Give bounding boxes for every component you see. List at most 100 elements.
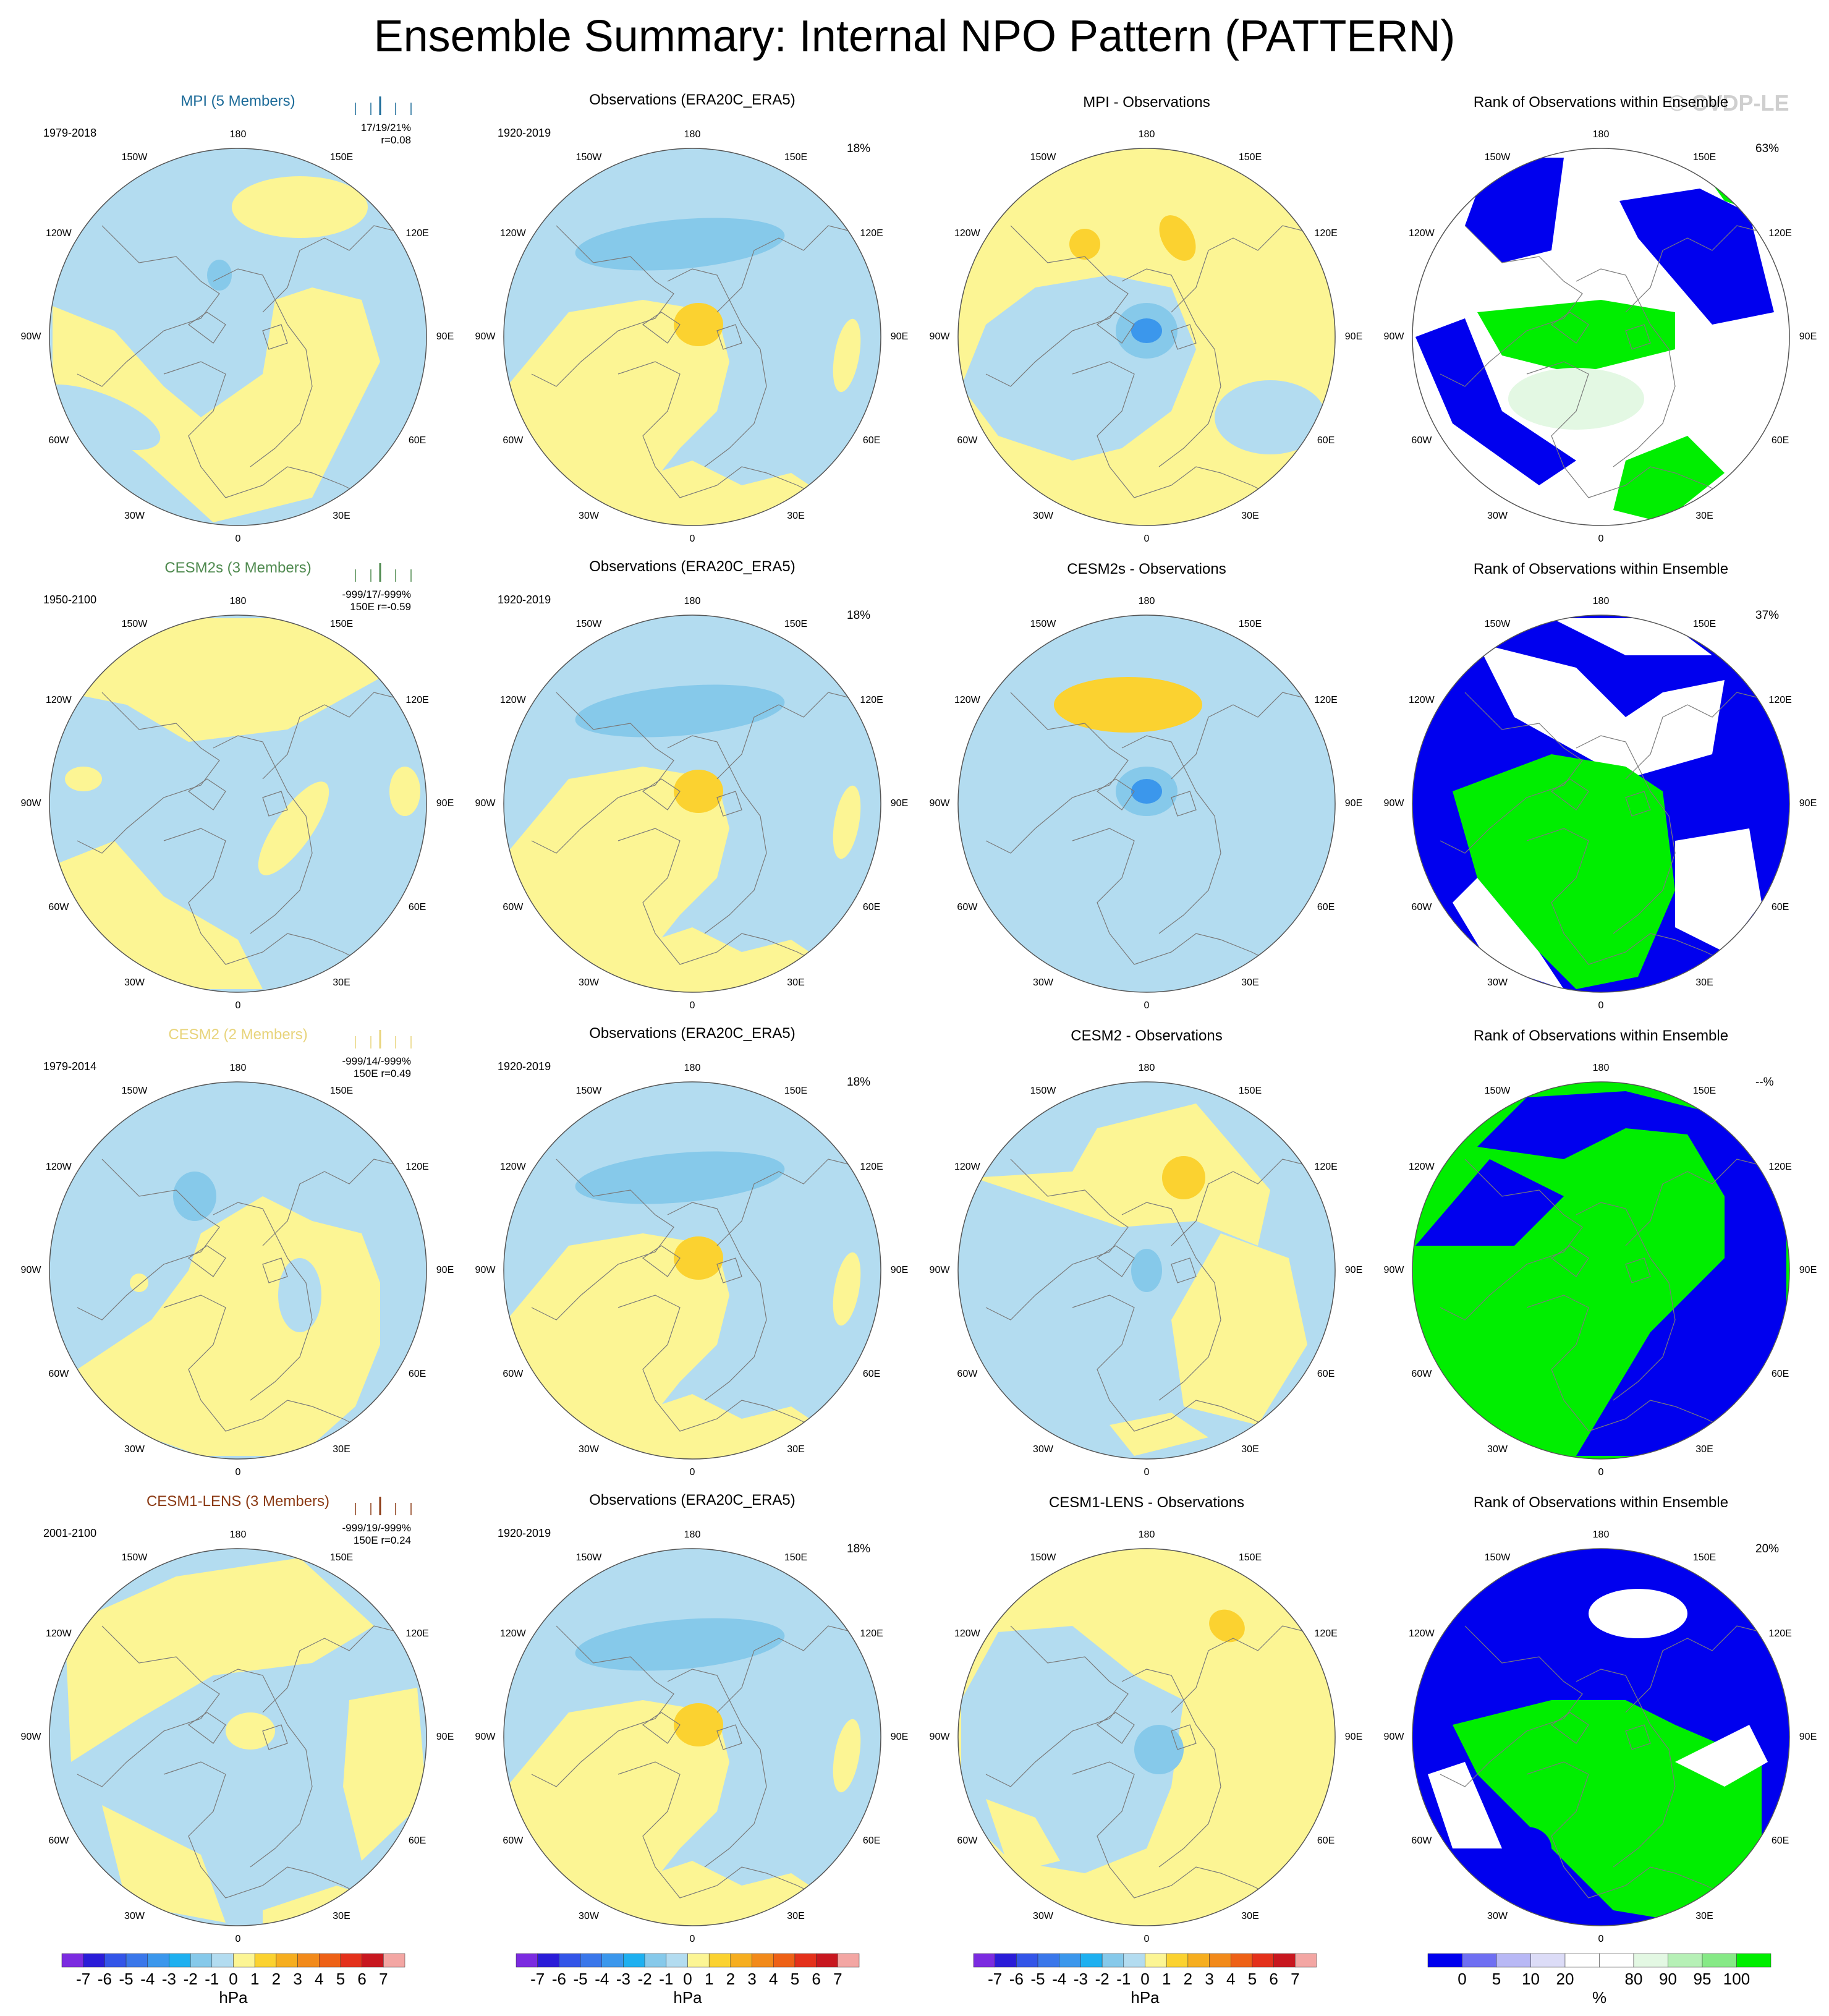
colorbar-tick-label: -5 xyxy=(1030,1970,1045,1988)
coastline xyxy=(1096,778,1135,810)
coastline xyxy=(617,828,835,971)
longitude-label-wsw: 60W xyxy=(957,1835,978,1846)
colorbar-swatch xyxy=(83,1953,105,1968)
map-border xyxy=(49,1081,427,1460)
longitude-label-ene: 120E xyxy=(1768,1628,1792,1639)
longitude-label-n: 180 xyxy=(684,1063,701,1073)
longitude-label-sse: 30E xyxy=(1241,1444,1259,1455)
longitude-label-ese: 60E xyxy=(1317,901,1335,912)
positive-region xyxy=(65,1558,374,1762)
longitude-label-ene: 120E xyxy=(1768,228,1792,239)
colorbar-unit: hPa xyxy=(673,1988,702,2007)
coastline xyxy=(77,1159,220,1321)
coastline xyxy=(1526,828,1744,971)
colorbar-tick-label: 7 xyxy=(379,1970,388,1988)
longitude-label-wsw: 60W xyxy=(48,901,69,912)
colorbar-tick-label: -5 xyxy=(573,1970,588,1988)
rank-pct: 20% xyxy=(1755,1542,1780,1555)
positive-center xyxy=(1159,215,1196,261)
longitude-label-ene: 120E xyxy=(860,1161,883,1172)
longitude-label-ene: 120E xyxy=(1314,228,1338,239)
colorbar-swatch xyxy=(190,1953,213,1968)
model-map-1 xyxy=(49,615,427,993)
rank-panel-title: Rank of Observations within Ensemble xyxy=(1473,1027,1729,1044)
longitude-label-e: 90E xyxy=(890,798,909,809)
longitude-label-ese: 60E xyxy=(408,1835,426,1846)
coastline xyxy=(1440,1625,1583,1787)
longitude-label-s: 0 xyxy=(1598,534,1604,544)
longitude-label-nne: 150E xyxy=(784,1085,808,1096)
positive-region xyxy=(833,1252,861,1326)
positive-region xyxy=(258,781,329,875)
colorbar-swatch xyxy=(794,1953,817,1968)
longitude-label-e: 90E xyxy=(436,331,454,342)
longitude-label-w: 90W xyxy=(475,1732,496,1742)
obs-panel-title: Observations (ERA20C_ERA5) xyxy=(589,558,796,575)
longitude-label-nnw: 150W xyxy=(1484,1552,1511,1563)
longitude-label-ese: 60E xyxy=(862,1368,881,1379)
longitude-label-e: 90E xyxy=(1799,798,1817,809)
longitude-label-nne: 150E xyxy=(784,1552,808,1563)
colorbar-tick-label: 1 xyxy=(1161,1970,1171,1988)
colorbar-swatch xyxy=(516,1953,538,1968)
longitude-label-sse: 30E xyxy=(1695,511,1713,522)
coastline xyxy=(642,1245,681,1277)
obs-period: 1920-2019 xyxy=(498,1527,551,1539)
longitude-label-nnw: 150W xyxy=(1484,618,1511,629)
longitude-label-nnw: 150W xyxy=(1030,1085,1056,1096)
longitude-label-wnw: 120W xyxy=(499,1628,526,1639)
longitude-label-e: 90E xyxy=(436,1732,454,1742)
coastline xyxy=(716,1625,854,1713)
model-panel-title: CESM2 (2 Members) xyxy=(168,1026,308,1043)
longitude-label-s: 0 xyxy=(689,1467,695,1478)
obs-period: 1920-2019 xyxy=(498,1060,551,1073)
longitude-label-nne: 150E xyxy=(329,1085,354,1096)
colorbar-tick-label: 20 xyxy=(1556,1970,1574,1988)
map-border xyxy=(1412,615,1790,993)
coastline xyxy=(187,1712,226,1744)
coastline xyxy=(667,1202,767,1401)
coastline xyxy=(1171,225,1308,313)
positive-center xyxy=(1069,229,1100,260)
coastline xyxy=(1440,225,1583,387)
map-border xyxy=(1412,1548,1790,1926)
longitude-label-nnw: 150W xyxy=(1484,151,1511,163)
longitude-label-wnw: 120W xyxy=(45,228,72,239)
coastline xyxy=(1096,1712,1135,1744)
colorbar-tick-label: 7 xyxy=(833,1970,842,1988)
coastline xyxy=(262,225,399,313)
colorbar-swatch xyxy=(1273,1953,1296,1968)
coastline xyxy=(187,312,226,344)
coastline xyxy=(1526,361,1744,504)
colorbar-swatch xyxy=(644,1953,667,1968)
obs-period: 1920-2019 xyxy=(498,593,551,606)
positive-region xyxy=(833,785,861,859)
colorbar-swatch xyxy=(1123,1953,1145,1968)
longitude-label-s: 0 xyxy=(1598,1000,1604,1011)
positive-center xyxy=(674,1236,723,1280)
longitude-label-n: 180 xyxy=(684,129,701,140)
longitude-label-sse: 30E xyxy=(1695,1911,1713,1922)
obs-pct: 18% xyxy=(847,609,871,622)
colorbar-tick-label: 2 xyxy=(271,1970,281,1988)
rank-panel-title: Rank of Observations within Ensemble xyxy=(1473,1494,1729,1511)
longitude-label-sse: 30E xyxy=(333,1444,350,1455)
longitude-label-n: 180 xyxy=(229,596,247,606)
longitude-label-ssw: 30W xyxy=(124,511,145,522)
coastline xyxy=(213,268,313,467)
negative-region xyxy=(1215,380,1326,454)
positive-region xyxy=(507,1233,729,1456)
colorbar-swatch xyxy=(147,1953,169,1968)
colorbar-swatch xyxy=(1427,1953,1462,1968)
coastline xyxy=(163,361,381,504)
colorbar-swatch xyxy=(816,1953,838,1968)
coastline xyxy=(77,1625,220,1787)
longitude-label-nne: 150E xyxy=(329,151,354,163)
coastline xyxy=(1526,1295,1744,1438)
map-border xyxy=(957,148,1336,526)
longitude-label-ssw: 30W xyxy=(579,977,599,989)
colorbar-tick-label: -7 xyxy=(988,1970,1003,1988)
model-stats-line1: -999/14/-999% xyxy=(342,1055,411,1067)
negative-center xyxy=(207,260,232,291)
colorbar-swatch xyxy=(1496,1953,1531,1968)
